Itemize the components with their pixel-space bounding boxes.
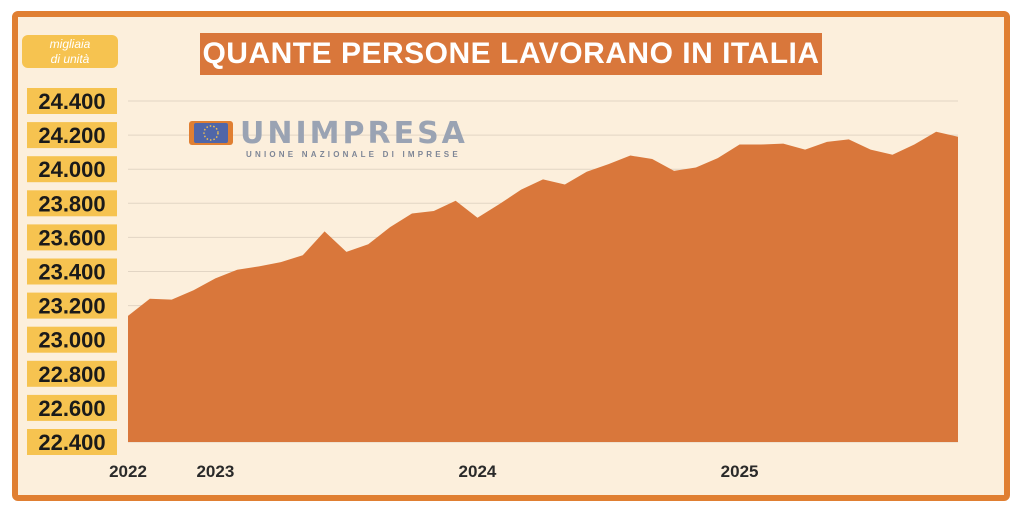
y-tick-label: 22.600 — [38, 396, 105, 421]
y-tick-label-bg — [27, 122, 117, 149]
x-tick-label: 2025 — [721, 462, 759, 481]
y-tick-label-bg — [27, 224, 117, 251]
unit-label-line1: migliaia — [49, 36, 91, 51]
y-tick-label: 23.200 — [38, 294, 105, 319]
y-tick-label-bg — [27, 326, 117, 353]
y-tick-label: 24.000 — [38, 157, 105, 182]
unit-label-line2: di unità — [50, 51, 90, 66]
logo-name: UNIMPRESA — [240, 116, 468, 151]
x-tick-label: 2023 — [196, 462, 234, 481]
y-tick-label: 23.400 — [38, 260, 105, 285]
y-tick-label: 24.400 — [38, 89, 105, 114]
y-tick-label-bg — [27, 88, 117, 114]
y-tick-label: 23.600 — [38, 225, 105, 250]
y-tick-label: 23.800 — [38, 191, 105, 216]
logo-subtitle: UNIONE NAZIONALE DI IMPRESE — [246, 150, 461, 159]
y-tick-label-bg — [27, 190, 117, 217]
y-tick-label-bg — [27, 394, 117, 421]
unit-label: migliaia di unità — [22, 35, 118, 68]
y-tick-label: 24.200 — [38, 123, 105, 148]
eu-flag-logo-icon — [189, 121, 233, 145]
y-tick-label-bg — [27, 360, 117, 387]
y-tick-label: 23.000 — [38, 328, 105, 353]
x-tick-label: 2022 — [109, 462, 147, 481]
y-tick-label-bg — [27, 258, 117, 285]
y-tick-label: 22.800 — [38, 362, 105, 387]
y-tick-label-bg — [27, 292, 117, 319]
y-tick-label: 22.400 — [38, 430, 105, 455]
chart-title: QUANTE PERSONE LAVORANO IN ITALIA — [200, 33, 822, 75]
x-tick-label: 2024 — [459, 462, 497, 481]
y-tick-label-bg — [27, 429, 117, 455]
y-tick-label-bg — [27, 156, 117, 183]
unimpresa-logo: UNIMPRESA UNIONE NAZIONALE DI IMPRESE — [188, 116, 488, 159]
area-series — [128, 131, 958, 442]
